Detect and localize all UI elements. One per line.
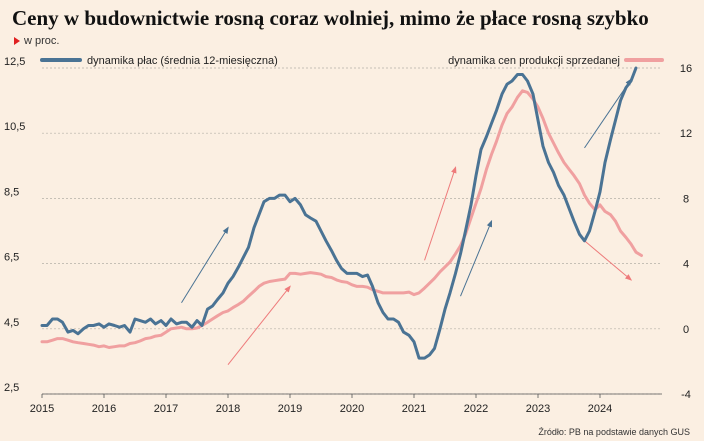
source-note: Źródło: PB na podstawie danych GUS <box>538 427 690 437</box>
x-tick-label: 2022 <box>464 403 488 415</box>
trend-arrows <box>181 78 633 365</box>
left-tick-label: 8,5 <box>4 186 19 198</box>
wages-series-line <box>40 66 638 360</box>
chart-subtitle: w proc. <box>14 35 59 47</box>
grid-lines <box>42 67 662 395</box>
right-tick-label: 8 <box>683 193 689 205</box>
x-tick-label: 2015 <box>30 403 54 415</box>
x-tick-label: 2017 <box>154 403 178 415</box>
prices-trend-arrow <box>424 166 457 261</box>
x-tick-label: 2021 <box>402 403 426 415</box>
left-tick-label: 12,5 <box>4 56 25 68</box>
x-axis-ticks: 2015 2016 2017 2018 2019 2020 2021 2022 2023 2024 <box>30 393 662 415</box>
x-tick-label: 2018 <box>216 403 240 415</box>
right-tick-label: -4 <box>681 389 691 401</box>
right-axis-ticks: -4 0 4 8 12 16 <box>680 63 692 401</box>
left-tick-label: 4,5 <box>4 317 19 329</box>
right-tick-label: 4 <box>683 259 689 271</box>
left-tick-label: 2,5 <box>4 382 19 394</box>
unit-label: w proc. <box>24 35 60 47</box>
left-tick-label: 10,5 <box>4 121 25 133</box>
legend: dynamika płac (średnia 12-miesięczna) dy… <box>40 55 664 67</box>
legend-label-wages: dynamika płac (średnia 12-miesięczna) <box>87 55 278 67</box>
left-tick-label: 6,5 <box>4 252 19 264</box>
wages-trend-arrow <box>460 219 493 297</box>
right-tick-label: 0 <box>683 324 689 336</box>
left-axis-ticks: 2,5 4,5 6,5 8,5 10,5 12,5 <box>4 56 25 394</box>
legend-label-prices: dynamika cen produkcji sprzedanej <box>448 55 620 67</box>
triangle-marker-icon <box>14 37 20 45</box>
prices-series-line <box>40 89 643 349</box>
x-tick-label: 2024 <box>588 403 612 415</box>
prices-trend-arrow <box>227 285 291 365</box>
right-tick-label: 12 <box>680 128 692 140</box>
chart-title: Ceny w budownictwie rosną coraz wolniej,… <box>12 6 649 30</box>
right-tick-label: 16 <box>680 63 692 75</box>
x-tick-label: 2023 <box>526 403 550 415</box>
prices-trend-arrow <box>584 240 633 281</box>
x-tick-label: 2020 <box>340 403 364 415</box>
series-lines <box>40 66 643 360</box>
x-tick-label: 2019 <box>278 403 302 415</box>
x-tick-label: 2016 <box>92 403 116 415</box>
wages-trend-arrow <box>181 226 229 303</box>
